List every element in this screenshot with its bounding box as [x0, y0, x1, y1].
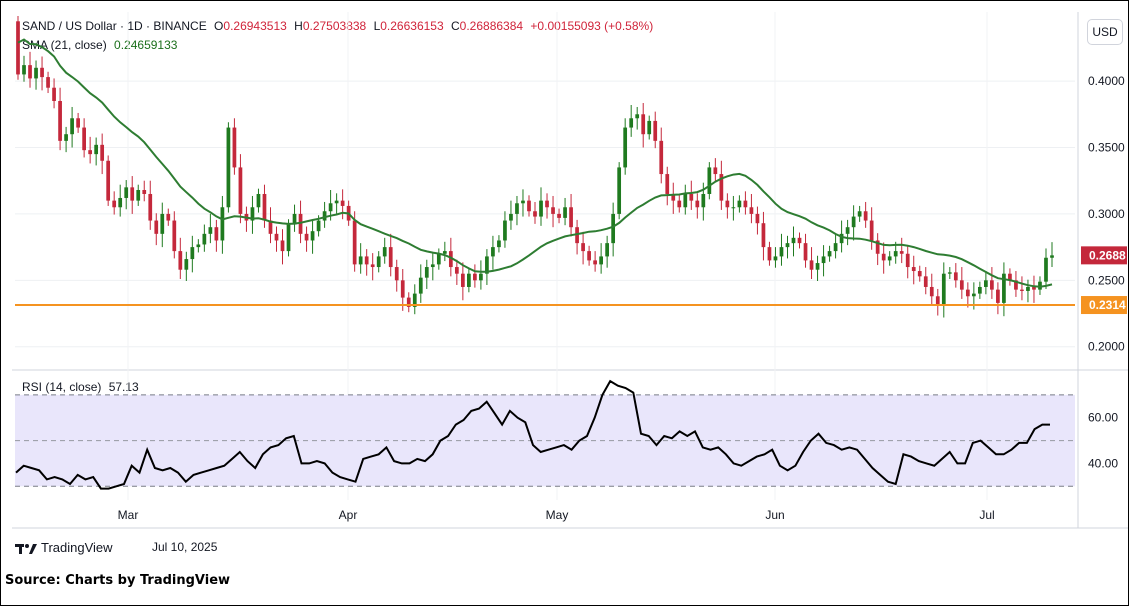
currency-button[interactable]: USD	[1087, 19, 1123, 45]
brand-label: TradingView	[41, 540, 113, 555]
high-label: H	[294, 19, 303, 33]
ohlc-legend: SAND / US Dollar · 1D · BINANCE O0.26943…	[22, 19, 653, 33]
sma-legend[interactable]: SMA (21, close) 0.24659133	[22, 38, 177, 52]
close-label: C	[451, 19, 460, 33]
tradingview-logo-icon	[15, 543, 37, 554]
sma-label: SMA (21, close)	[22, 38, 107, 52]
open-value: 0.26943513	[223, 19, 287, 33]
rsi-value: 57.13	[108, 380, 139, 394]
low-label: L	[373, 19, 381, 33]
open-label: O	[214, 19, 224, 33]
high-value: 0.27503838	[302, 19, 367, 33]
source-caption: Source: Charts by TradingView	[5, 573, 231, 588]
change-value: +0.00155093 (+0.58%)	[530, 19, 654, 33]
symbol-label: SAND / US Dollar · 1D · BINANCE	[22, 19, 207, 33]
rsi-label: RSI (14, close)	[22, 380, 102, 394]
tradingview-brand[interactable]: TradingView	[15, 540, 113, 555]
close-value: 0.26886384	[459, 19, 524, 33]
sma-value: 0.24659133	[114, 38, 178, 52]
chart-date: Jul 10, 2025	[152, 540, 218, 554]
rsi-legend[interactable]: RSI (14, close) 57.13	[22, 380, 139, 394]
low-value: 0.26636153	[380, 19, 444, 33]
